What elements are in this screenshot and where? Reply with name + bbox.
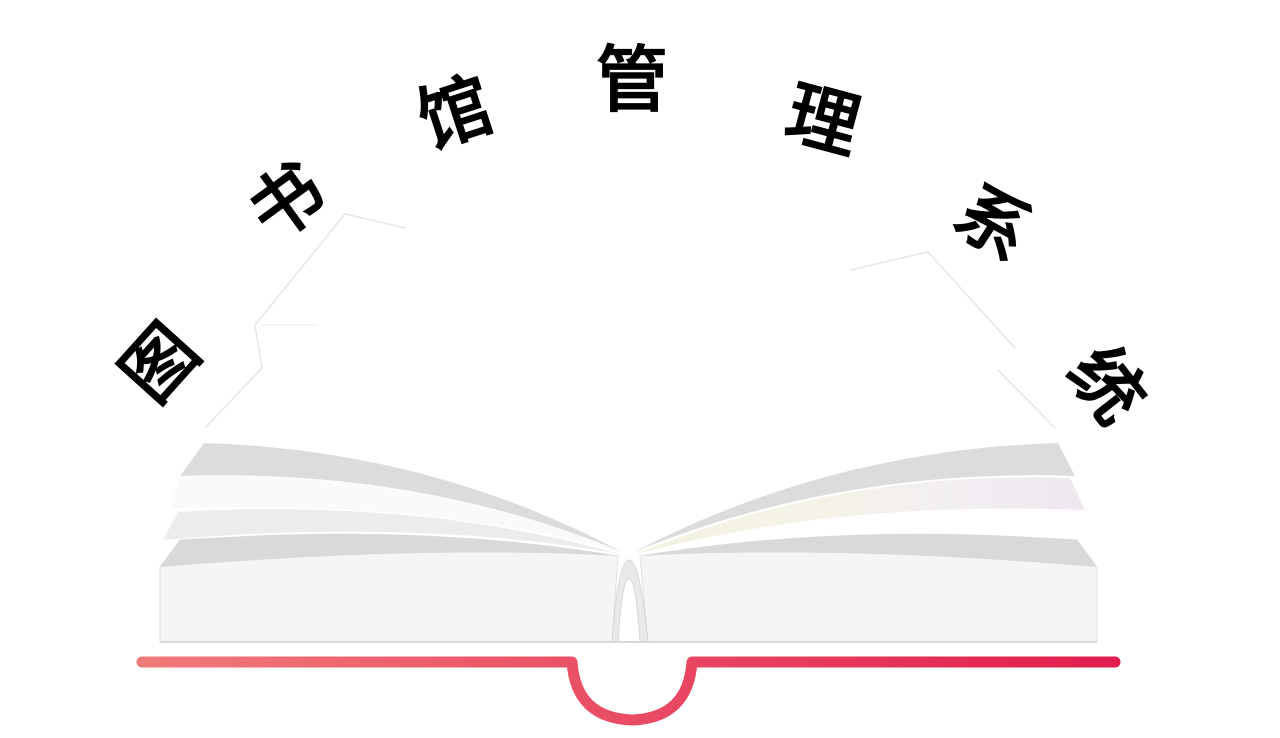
right-page-layer-1 [640,533,1097,567]
right-page-layer-2 [636,477,1085,554]
left-page-layer-4 [170,475,622,552]
left-page-layer-1 [160,533,618,567]
left-page-layer-3 [180,443,622,552]
title-char-4: 管 [595,38,668,122]
right-page-layer-3 [634,443,1075,552]
left-page-layer-2 [163,509,620,554]
book-cover-ribbon [136,656,1121,726]
flying-page-right [849,251,1056,429]
book-body [159,443,1098,643]
flying-page-left [204,213,406,429]
